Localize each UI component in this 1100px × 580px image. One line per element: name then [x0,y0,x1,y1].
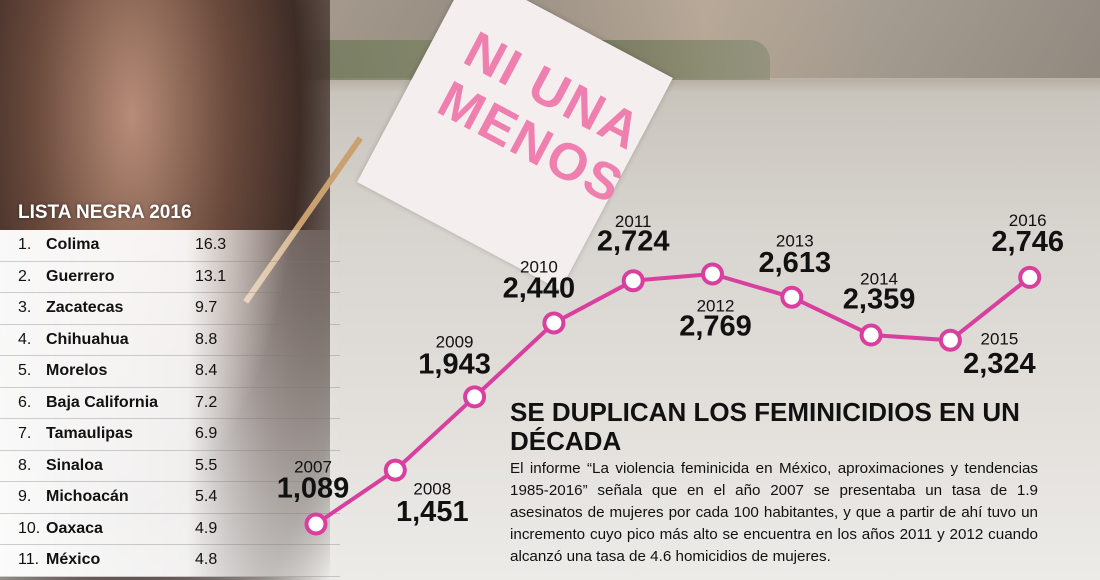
table-row: 2. Guerrero 13.1 [0,261,340,293]
point [542,311,566,335]
year-label: 2015 [980,330,1018,349]
rate: 8.8 [195,330,218,348]
value-label: 2,359 [843,284,916,316]
value-label: 2,324 [963,348,1036,380]
rate: 13.1 [195,267,227,285]
rank: 9. [18,488,32,505]
rank: 7. [18,425,32,442]
chart-title: SE DUPLICAN LOS FEMINICIDIOS EN UN DÉCAD… [510,397,1020,456]
table-row: 5. Morelos 8.4 [0,356,340,388]
state: Tamaulipas [46,425,133,442]
state: México [46,551,101,568]
point [1018,265,1042,289]
rate: 5.4 [195,488,218,505]
rank: 5. [18,362,32,379]
year-label: 2008 [413,480,451,499]
rate: 9.7 [195,299,218,316]
state: Chihuahua [46,330,129,348]
state: Colima [46,236,100,253]
table-row: 11. México 4.8 [0,545,340,577]
text-block: SE DUPLICAN LOS FEMINICIDIOS EN UN DÉCAD… [510,398,1038,568]
state: Baja California [46,393,159,411]
value-label: 1,089 [277,473,350,505]
value-label: 2,769 [679,311,752,343]
point [383,458,407,482]
rank: 11. [18,551,40,568]
value-label: 1,451 [396,496,469,528]
year-label: 2009 [436,332,474,351]
ranking-table: LISTA NEGRA 2016 1. Colima 16.3 2. Guerrero 1… [0,200,340,577]
year-label: 2016 [1009,211,1047,230]
table-row: 4. Chihuahua 8.8 [0,324,340,356]
value-label: 2,613 [759,247,832,279]
rate: 4.8 [195,551,218,568]
state: Michoacán [46,488,129,505]
rate: 4.9 [195,519,218,537]
year-label: 2010 [520,257,558,276]
state: Sinaloa [46,456,103,474]
rate: 6.9 [195,425,218,442]
state: Zacatecas [46,299,124,316]
rank: 4. [18,330,32,348]
rate: 16.3 [195,236,227,253]
rank: 3. [18,299,32,316]
point [938,328,962,352]
table-row: 8. Sinaloa 5.5 [0,450,340,482]
value-label: 1,943 [418,349,491,381]
description: El informe “La violencia feminicida en M… [510,460,1038,565]
rate: 8.4 [195,362,218,379]
value-label: 2,746 [991,226,1064,258]
point [859,323,883,347]
point [621,269,645,293]
year-label: 2013 [776,232,814,251]
table-row: 3. Zacatecas 9.7 [0,293,340,325]
rank: 8. [18,456,32,474]
point [304,512,328,536]
table-row: 9. Michoacán 5.4 [0,482,340,514]
year-label: 2011 [615,212,652,231]
rank: 6. [18,393,32,411]
rank: 10. [18,519,41,537]
table-row: 7. Tamaulipas 6.9 [0,419,340,451]
rank: 2. [18,267,32,285]
table-row: 10. Oaxaca 4.9 [0,513,340,545]
year-label: 2012 [697,296,735,315]
point [701,262,724,286]
point [463,385,487,409]
value-label: 2,724 [597,225,670,257]
rate: 5.5 [195,456,218,474]
table-title: LISTA NEGRA 2016 [18,202,192,223]
value-label: 2,440 [503,273,576,305]
year-label: 2014 [860,269,898,288]
state: Guerrero [46,267,115,285]
point [780,285,804,309]
year-label: 2007 [294,457,332,476]
table-rows: 1. Colima 16.3 2. Guerrero 13.1 3. Zacatecas 9.7… [0,230,340,577]
rank: 1. [18,236,32,253]
line [314,272,1031,526]
state: Morelos [46,362,108,379]
rate: 7.2 [195,393,218,411]
state: Oaxaca [46,519,103,537]
table-row: 1. Colima 16.3 [0,230,340,262]
table-row: 6. Baja California 7.2 [0,387,340,419]
